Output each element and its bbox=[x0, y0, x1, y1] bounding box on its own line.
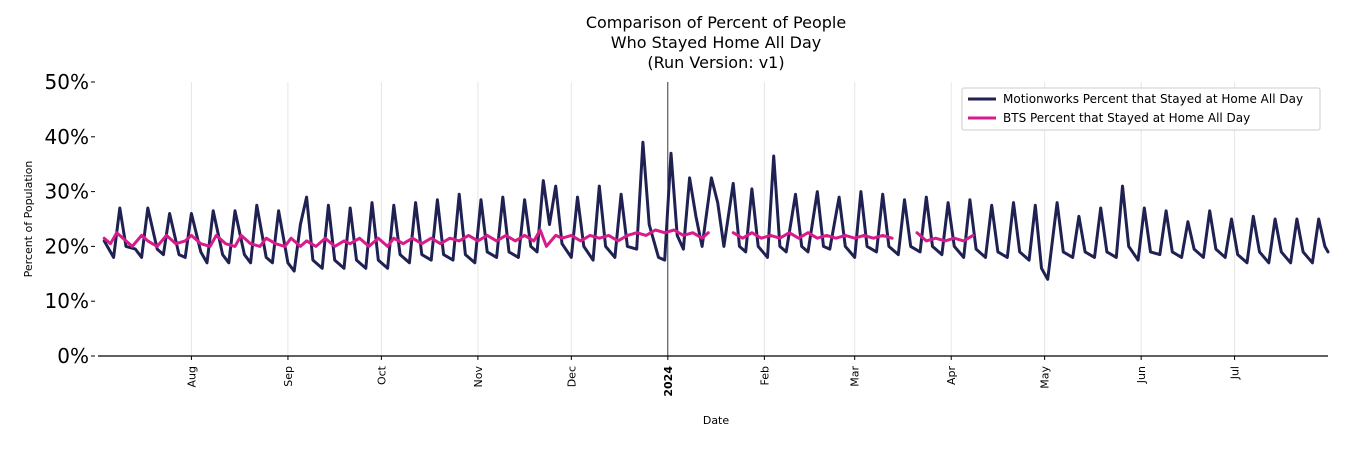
y-tick-label-10: 10% bbox=[45, 289, 89, 313]
chart-title: Comparison of Percent of People Who Stay… bbox=[586, 13, 846, 72]
x-tick-label-mar: Mar bbox=[849, 366, 862, 387]
series-bts-line-2 bbox=[915, 231, 975, 243]
y-axis: 0% 10% 20% 30% 40% 50% bbox=[45, 70, 95, 368]
y-tick-label-0: 0% bbox=[57, 344, 89, 368]
title-line-3: (Run Version: v1) bbox=[647, 53, 784, 72]
title-line-1: Comparison of Percent of People bbox=[586, 13, 846, 32]
series-layer bbox=[102, 140, 1330, 281]
series-bts-line-0 bbox=[102, 228, 710, 248]
x-tick-label-jul: Jul bbox=[1229, 366, 1242, 380]
legend-box bbox=[961, 87, 1321, 131]
x-tick-label-feb: Feb bbox=[758, 366, 771, 385]
legend-label-bts: BTS Percent that Stayed at Home All Day bbox=[1003, 111, 1250, 125]
legend: Motionworks Percent that Stayed at Home … bbox=[961, 87, 1321, 131]
x-tick-label-jun: Jun bbox=[1135, 366, 1148, 384]
x-tick-label-dec: Dec bbox=[565, 366, 578, 387]
x-tick-label-2024: 2024 bbox=[662, 366, 675, 397]
title-line-2: Who Stayed Home All Day bbox=[611, 33, 821, 52]
x-tick-label-nov: Nov bbox=[472, 366, 485, 388]
y-tick-label-30: 30% bbox=[45, 180, 89, 204]
y-tick-label-40: 40% bbox=[45, 125, 89, 149]
x-axis: Aug Sep Oct Nov Dec 2024 Feb Mar Apr May Jun Jul bbox=[98, 355, 1328, 397]
x-tick-label-oct: Oct bbox=[375, 365, 388, 385]
y-tick-label-50: 50% bbox=[45, 70, 89, 94]
series-bts-line-1 bbox=[731, 231, 894, 240]
x-tick-label-aug: Aug bbox=[185, 366, 198, 387]
x-axis-label: Date bbox=[703, 414, 730, 427]
y-axis-label: Percent of Population bbox=[22, 161, 35, 278]
x-tick-label-apr: Apr bbox=[945, 366, 958, 386]
legend-label-motionworks: Motionworks Percent that Stayed at Home … bbox=[1003, 92, 1303, 106]
series-motionworks-line-0 bbox=[102, 140, 1330, 281]
x-tick-label-may: May bbox=[1039, 366, 1052, 389]
y-tick-label-20: 20% bbox=[45, 234, 89, 258]
x-tick-label-sep: Sep bbox=[282, 366, 295, 387]
